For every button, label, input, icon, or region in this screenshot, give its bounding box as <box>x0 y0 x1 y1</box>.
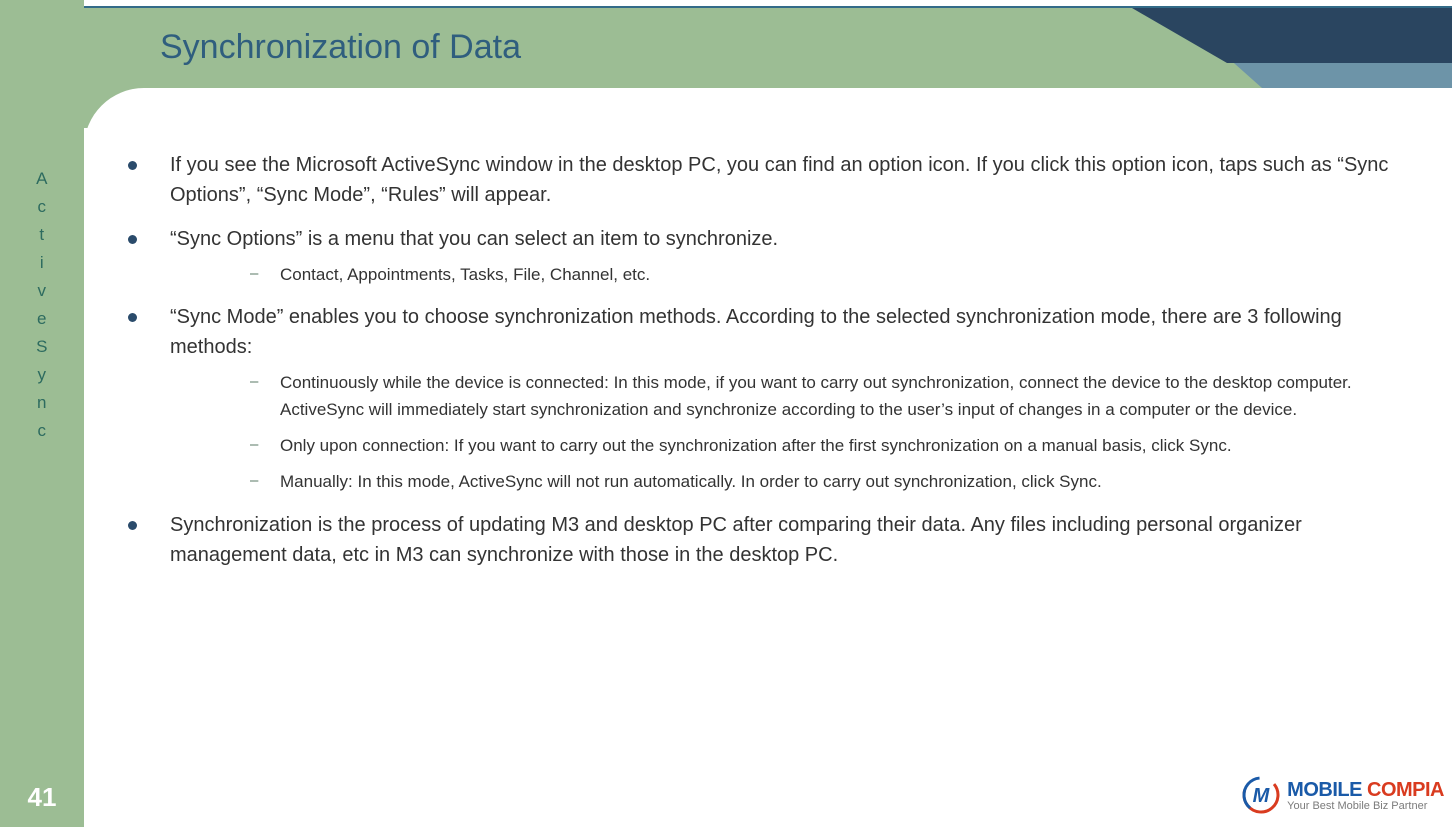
bullet-item: “Sync Mode” enables you to choose synchr… <box>110 302 1422 495</box>
bullet-text: If you see the Microsoft ActiveSync wind… <box>170 154 1388 206</box>
sidebar-vertical-label: ActiveSync <box>0 165 84 445</box>
sub-bullet-item: Manually: In this mode, ActiveSync will … <box>170 469 1422 495</box>
sidebar-letter: y <box>0 361 84 389</box>
sub-bullet-item: Contact, Appointments, Tasks, File, Chan… <box>170 262 1422 288</box>
sub-bullet-item: Continuously while the device is connect… <box>170 370 1422 423</box>
sidebar-letter: S <box>0 333 84 361</box>
page-number: 41 <box>0 782 84 813</box>
sub-bullet-item: Only upon connection: If you want to car… <box>170 433 1422 459</box>
logo-mark-icon: M <box>1241 775 1281 815</box>
sidebar-letter: c <box>0 193 84 221</box>
bullet-item: If you see the Microsoft ActiveSync wind… <box>110 150 1422 210</box>
header-rule <box>84 6 1452 8</box>
bullet-item: Synchronization is the process of updati… <box>110 510 1422 570</box>
footer-logo: M MOBILE COMPIA Your Best Mobile Biz Par… <box>1241 775 1444 815</box>
sidebar-letter: c <box>0 417 84 445</box>
bullet-text: “Sync Mode” enables you to choose synchr… <box>170 306 1342 358</box>
slide-title: Synchronization of Data <box>160 28 521 67</box>
sub-bullet-list: Contact, Appointments, Tasks, File, Chan… <box>170 262 1422 288</box>
logo-tagline: Your Best Mobile Biz Partner <box>1287 800 1444 812</box>
svg-text:M: M <box>1253 785 1271 807</box>
sub-bullet-list: Continuously while the device is connect… <box>170 370 1422 495</box>
sidebar-letter: e <box>0 305 84 333</box>
sidebar-letter: A <box>0 165 84 193</box>
bullet-text: “Sync Options” is a menu that you can se… <box>170 228 778 250</box>
header-wedge-icon <box>1132 8 1452 88</box>
sidebar-letter: n <box>0 389 84 417</box>
bullet-text: Synchronization is the process of updati… <box>170 514 1302 566</box>
sidebar-letter: i <box>0 249 84 277</box>
bullet-list: If you see the Microsoft ActiveSync wind… <box>110 150 1422 570</box>
sidebar-letter: v <box>0 277 84 305</box>
logo-brand-part2: COMPIA <box>1367 779 1444 801</box>
logo-brand-part1: MOBILE <box>1287 779 1367 801</box>
bullet-item: “Sync Options” is a menu that you can se… <box>110 224 1422 288</box>
sidebar-letter: t <box>0 221 84 249</box>
sidebar: ActiveSync 41 <box>0 0 84 827</box>
content-area: If you see the Microsoft ActiveSync wind… <box>110 150 1422 584</box>
logo-text: MOBILE COMPIA Your Best Mobile Biz Partn… <box>1287 779 1444 812</box>
